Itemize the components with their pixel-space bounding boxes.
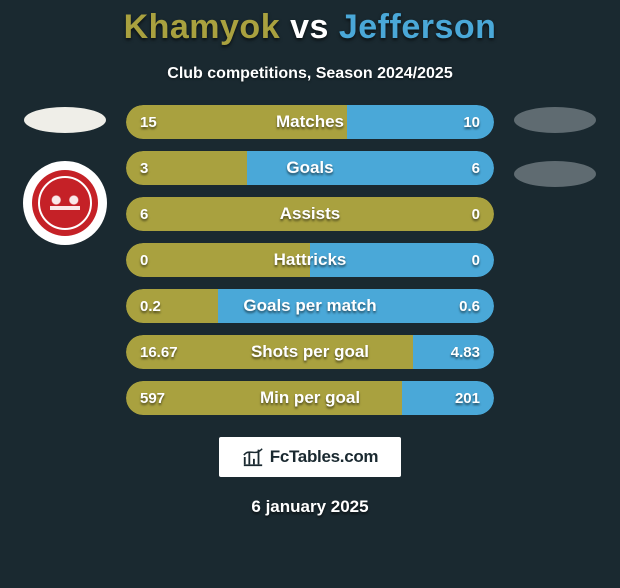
subtitle: Club competitions, Season 2024/2025	[0, 65, 620, 83]
stat-bar-right	[247, 151, 494, 185]
stat-bar-left	[126, 197, 494, 231]
stat-bar-left	[126, 151, 247, 185]
player2-name: Jefferson	[339, 8, 497, 46]
player2-avatar	[514, 107, 596, 133]
date-text: 6 january 2025	[0, 497, 620, 517]
stats-bars: 1510Matches 36Goals 60Assists 00Hattricks 0.…	[120, 105, 500, 415]
player1-avatar	[24, 107, 106, 133]
player1-club-badge	[23, 161, 107, 245]
right-side-column	[500, 105, 610, 415]
brand-logo[interactable]: FcTables.com	[219, 437, 401, 477]
comparison-title: Khamyok vs Jefferson	[0, 8, 620, 47]
stat-bar-right	[402, 381, 494, 415]
stat-bar-right	[310, 243, 494, 277]
stat-bar-left	[126, 289, 218, 323]
stat-bar-left	[126, 105, 347, 139]
stat-row: 597201Min per goal	[126, 381, 494, 415]
stat-row: 0.20.6Goals per match	[126, 289, 494, 323]
stat-row: 00Hattricks	[126, 243, 494, 277]
stat-row: 16.674.83Shots per goal	[126, 335, 494, 369]
stat-bar-left	[126, 381, 402, 415]
stat-bar-right	[413, 335, 494, 369]
stat-row: 60Assists	[126, 197, 494, 231]
player1-name: Khamyok	[124, 8, 281, 46]
club-badge-inner	[32, 170, 98, 236]
stat-bar-right	[347, 105, 494, 139]
stat-row: 36Goals	[126, 151, 494, 185]
stat-bar-left	[126, 243, 310, 277]
left-side-column	[10, 105, 120, 415]
player2-club-badge	[514, 161, 596, 187]
title-vs: vs	[290, 8, 329, 46]
stat-row: 1510Matches	[126, 105, 494, 139]
stat-bar-right	[218, 289, 494, 323]
fctables-icon	[242, 446, 264, 468]
main-content: 1510Matches 36Goals 60Assists 00Hattricks 0.…	[0, 105, 620, 415]
stat-bar-left	[126, 335, 413, 369]
brand-text: FcTables.com	[270, 447, 379, 467]
